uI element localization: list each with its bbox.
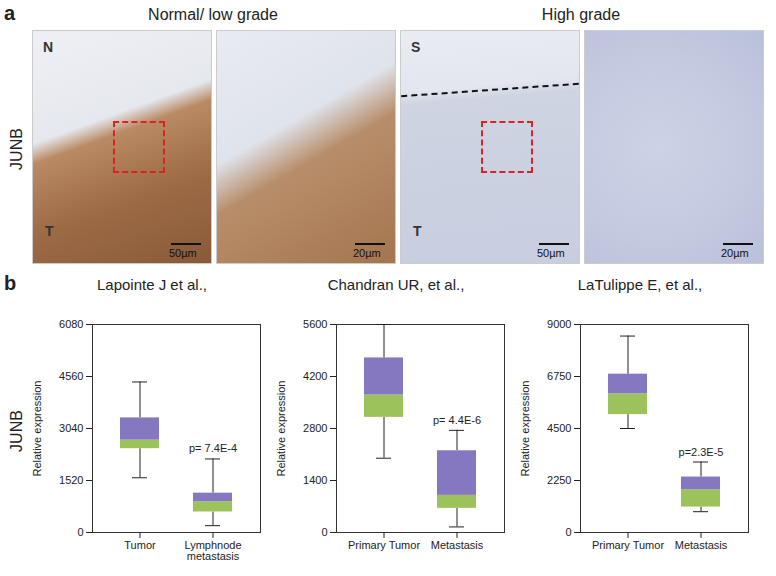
- svg-text:Metastasis: Metastasis: [675, 539, 728, 551]
- html-text:a: a: [4, 2, 16, 24]
- html-text:20µm: 20µm: [353, 247, 381, 259]
- html-text:JUNB: JUNB: [8, 128, 25, 170]
- html-text:Normal/ low grade: Normal/ low grade: [148, 6, 278, 23]
- svg-text:p= 7.4E-4: p= 7.4E-4: [189, 442, 237, 454]
- html-text:T: T: [45, 223, 54, 239]
- svg-text:p=2.3E-5: p=2.3E-5: [679, 446, 724, 458]
- svg-text:0: 0: [77, 526, 83, 538]
- html-text:LaTulippe E, et al.,: LaTulippe E, et al.,: [577, 276, 703, 293]
- svg-text:0: 0: [565, 526, 571, 538]
- html-text:b: b: [4, 272, 17, 294]
- svg-text:Primary Tumor: Primary Tumor: [348, 539, 420, 551]
- html-text:50µm: 50µm: [169, 247, 197, 259]
- svg-text:Relative expression: Relative expression: [519, 381, 531, 477]
- svg-text:9000: 9000: [547, 318, 571, 330]
- svg-text:3040: 3040: [59, 422, 83, 434]
- svg-text:4500: 4500: [547, 422, 571, 434]
- svg-text:2250: 2250: [547, 474, 571, 486]
- html-text:JUNB: JUNB: [8, 410, 25, 452]
- svg-text:2800: 2800: [303, 422, 327, 434]
- svg-text:Primary Tumor: Primary Tumor: [592, 539, 664, 551]
- svg-text:6080: 6080: [59, 318, 83, 330]
- html-text:N: N: [43, 39, 54, 55]
- svg-text:0: 0: [321, 526, 327, 538]
- html-text:Lapointe J et al.,: Lapointe J et al.,: [97, 276, 207, 293]
- html-text:50µm: 50µm: [537, 247, 565, 259]
- svg-text:4200: 4200: [303, 370, 327, 382]
- svg-text:4560: 4560: [59, 370, 83, 382]
- html-text:High grade: High grade: [541, 6, 621, 23]
- svg-text:1400: 1400: [303, 474, 327, 486]
- svg-text:Metastasis: Metastasis: [431, 539, 484, 551]
- svg-text:Relative expression: Relative expression: [275, 381, 287, 477]
- svg-text:Lymphnodemetastasis: Lymphnodemetastasis: [184, 539, 241, 562]
- svg-text:6750: 6750: [547, 370, 571, 382]
- html-text:S: S: [411, 39, 421, 55]
- html-text:20µm: 20µm: [721, 247, 749, 259]
- svg-text:Relative expression: Relative expression: [31, 381, 43, 477]
- svg-text:5600: 5600: [303, 318, 327, 330]
- svg-text:p= 4.4E-6: p= 4.4E-6: [433, 414, 481, 426]
- html-text:Chandran UR, et al.,: Chandran UR, et al.,: [327, 276, 465, 293]
- svg-text:Tumor: Tumor: [124, 539, 156, 551]
- svg-text:1520: 1520: [59, 474, 83, 486]
- html-text:T: T: [413, 223, 422, 239]
